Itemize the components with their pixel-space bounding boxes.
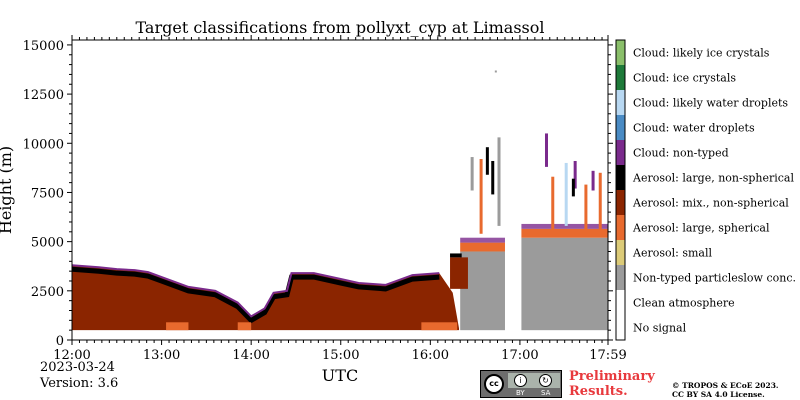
plot-frame [71,39,609,341]
legend-swatch [616,215,625,240]
cc-badge-labels: BY SA [508,389,560,397]
aerosol-spherical-surface-1 [421,322,458,331]
version-label: Version: 3.6 [40,376,119,391]
data-streak-11 [564,162,568,226]
data-streak-0 [485,147,489,175]
plot-area [71,70,608,331]
copyright-notice: © TROPOS & ECoE 2023. CC BY SA 4.0 Licen… [672,381,779,399]
aerosol-spherical-surface-0 [237,322,252,331]
legend-label: Aerosol: small [632,247,712,260]
legend-label: Cloud: ice crystals [633,72,736,85]
legend-swatch [616,90,625,115]
y-tick-label: 2500 [31,285,64,300]
y-tick-label: 5000 [31,236,64,251]
y-tick-label: 7500 [31,186,64,201]
aerosol-mixed-patch [450,257,468,289]
share-alike-icon: ↻ [539,374,552,387]
legend-label: Aerosol: large, non-spherical [632,172,794,185]
aerosol-spherical-surface-2 [166,322,189,331]
date-label: 2023-03-24 [40,360,115,375]
legend-label: Aerosol: mix., non-spherical [632,197,789,210]
legend-swatch [616,165,625,190]
legend-colorbar: No signal Clean atmosphere Non-typed parti… [615,39,796,341]
x-axis-label: UTC [322,366,358,385]
legend-swatch [616,315,625,340]
x-tick-label: 14:00 [232,348,269,363]
legend-swatch [616,140,625,165]
data-streak-6 [573,160,577,189]
data-streak-12 [598,172,602,234]
x-tick-label: 17:00 [501,348,538,363]
legend-label: Cloud: non-typed [633,147,729,160]
data-speck [494,70,497,73]
axes: 0 2500 5000 7500 10000 12500 15000 12:00 13:00 14… [23,35,627,363]
legend-swatch [616,40,625,65]
y-tick-label: 0 [56,334,64,349]
chart-title: Target classifications from pollyxt_cyp … [135,18,544,37]
data-streak-9 [584,184,588,236]
legend-swatch [616,115,625,140]
legend-label: Clean atmosphere [633,297,735,310]
legend-swatch [616,290,625,315]
data-streak-5 [544,133,548,167]
cc-license-badge: cc i ↻ BY SA [480,370,562,398]
cloud-nontyped-edge [71,264,440,318]
attribution-icon: i [514,374,527,387]
legend-label: Aerosol: large, spherical [632,222,770,235]
x-tick-label: 13:00 [143,348,180,363]
nontyped-particles-segment-1 [521,237,608,331]
x-tick-label: 17:59 [589,348,626,363]
data-streak-8 [551,176,555,236]
data-streak-3 [497,137,501,226]
preliminary-notice: Preliminary Results. [569,369,655,399]
y-axis-label: Height (m) [0,146,15,234]
data-streak-4 [470,157,474,191]
data-streak-2 [479,159,483,234]
data-streak-10 [571,178,575,197]
legend-swatch [616,265,625,290]
aerosol-large-nonspherical-edge [71,266,440,324]
cloud-nontyped-fringe-0 [460,237,505,243]
y-tick-label: 10000 [23,137,64,152]
legend-label: Cloud: water droplets [633,122,755,135]
data-streak-7 [591,170,595,191]
legend-label: No signal [633,322,687,335]
cc-license-icon: cc [484,374,504,394]
legend-label: Cloud: likely water droplets [633,97,788,110]
legend-label: Cloud: likely ice crystals [633,47,770,60]
x-tick-label: 15:00 [322,348,359,363]
copyright-line-1: © TROPOS & ECoE 2023. [672,381,779,390]
aerosol-spherical-fringe-1 [521,228,608,238]
y-tick-label: 12500 [23,88,64,103]
preliminary-line-2: Results. [569,384,628,399]
copyright-line-2: CC BY SA 4.0 License. [672,390,765,399]
cloud-nontyped-fringe-1 [521,223,608,229]
legend-swatch [616,190,625,215]
cc-sa-label: SA [541,389,551,397]
aerosol-large-patch [450,253,462,258]
legend-label: Non-typed particleslow conc. [633,272,796,285]
x-tick-label: 16:00 [412,348,449,363]
y-tick-label: 15000 [23,39,64,54]
preliminary-line-1: Preliminary [569,369,655,384]
cc-by-label: BY [516,389,525,397]
legend-frame [615,39,626,341]
legend-swatch [616,65,625,90]
aerosol-spherical-fringe-0 [460,242,505,252]
legend-swatch [616,240,625,265]
data-streak-1 [491,160,495,195]
x-tick-label: 12:00 [53,348,90,363]
